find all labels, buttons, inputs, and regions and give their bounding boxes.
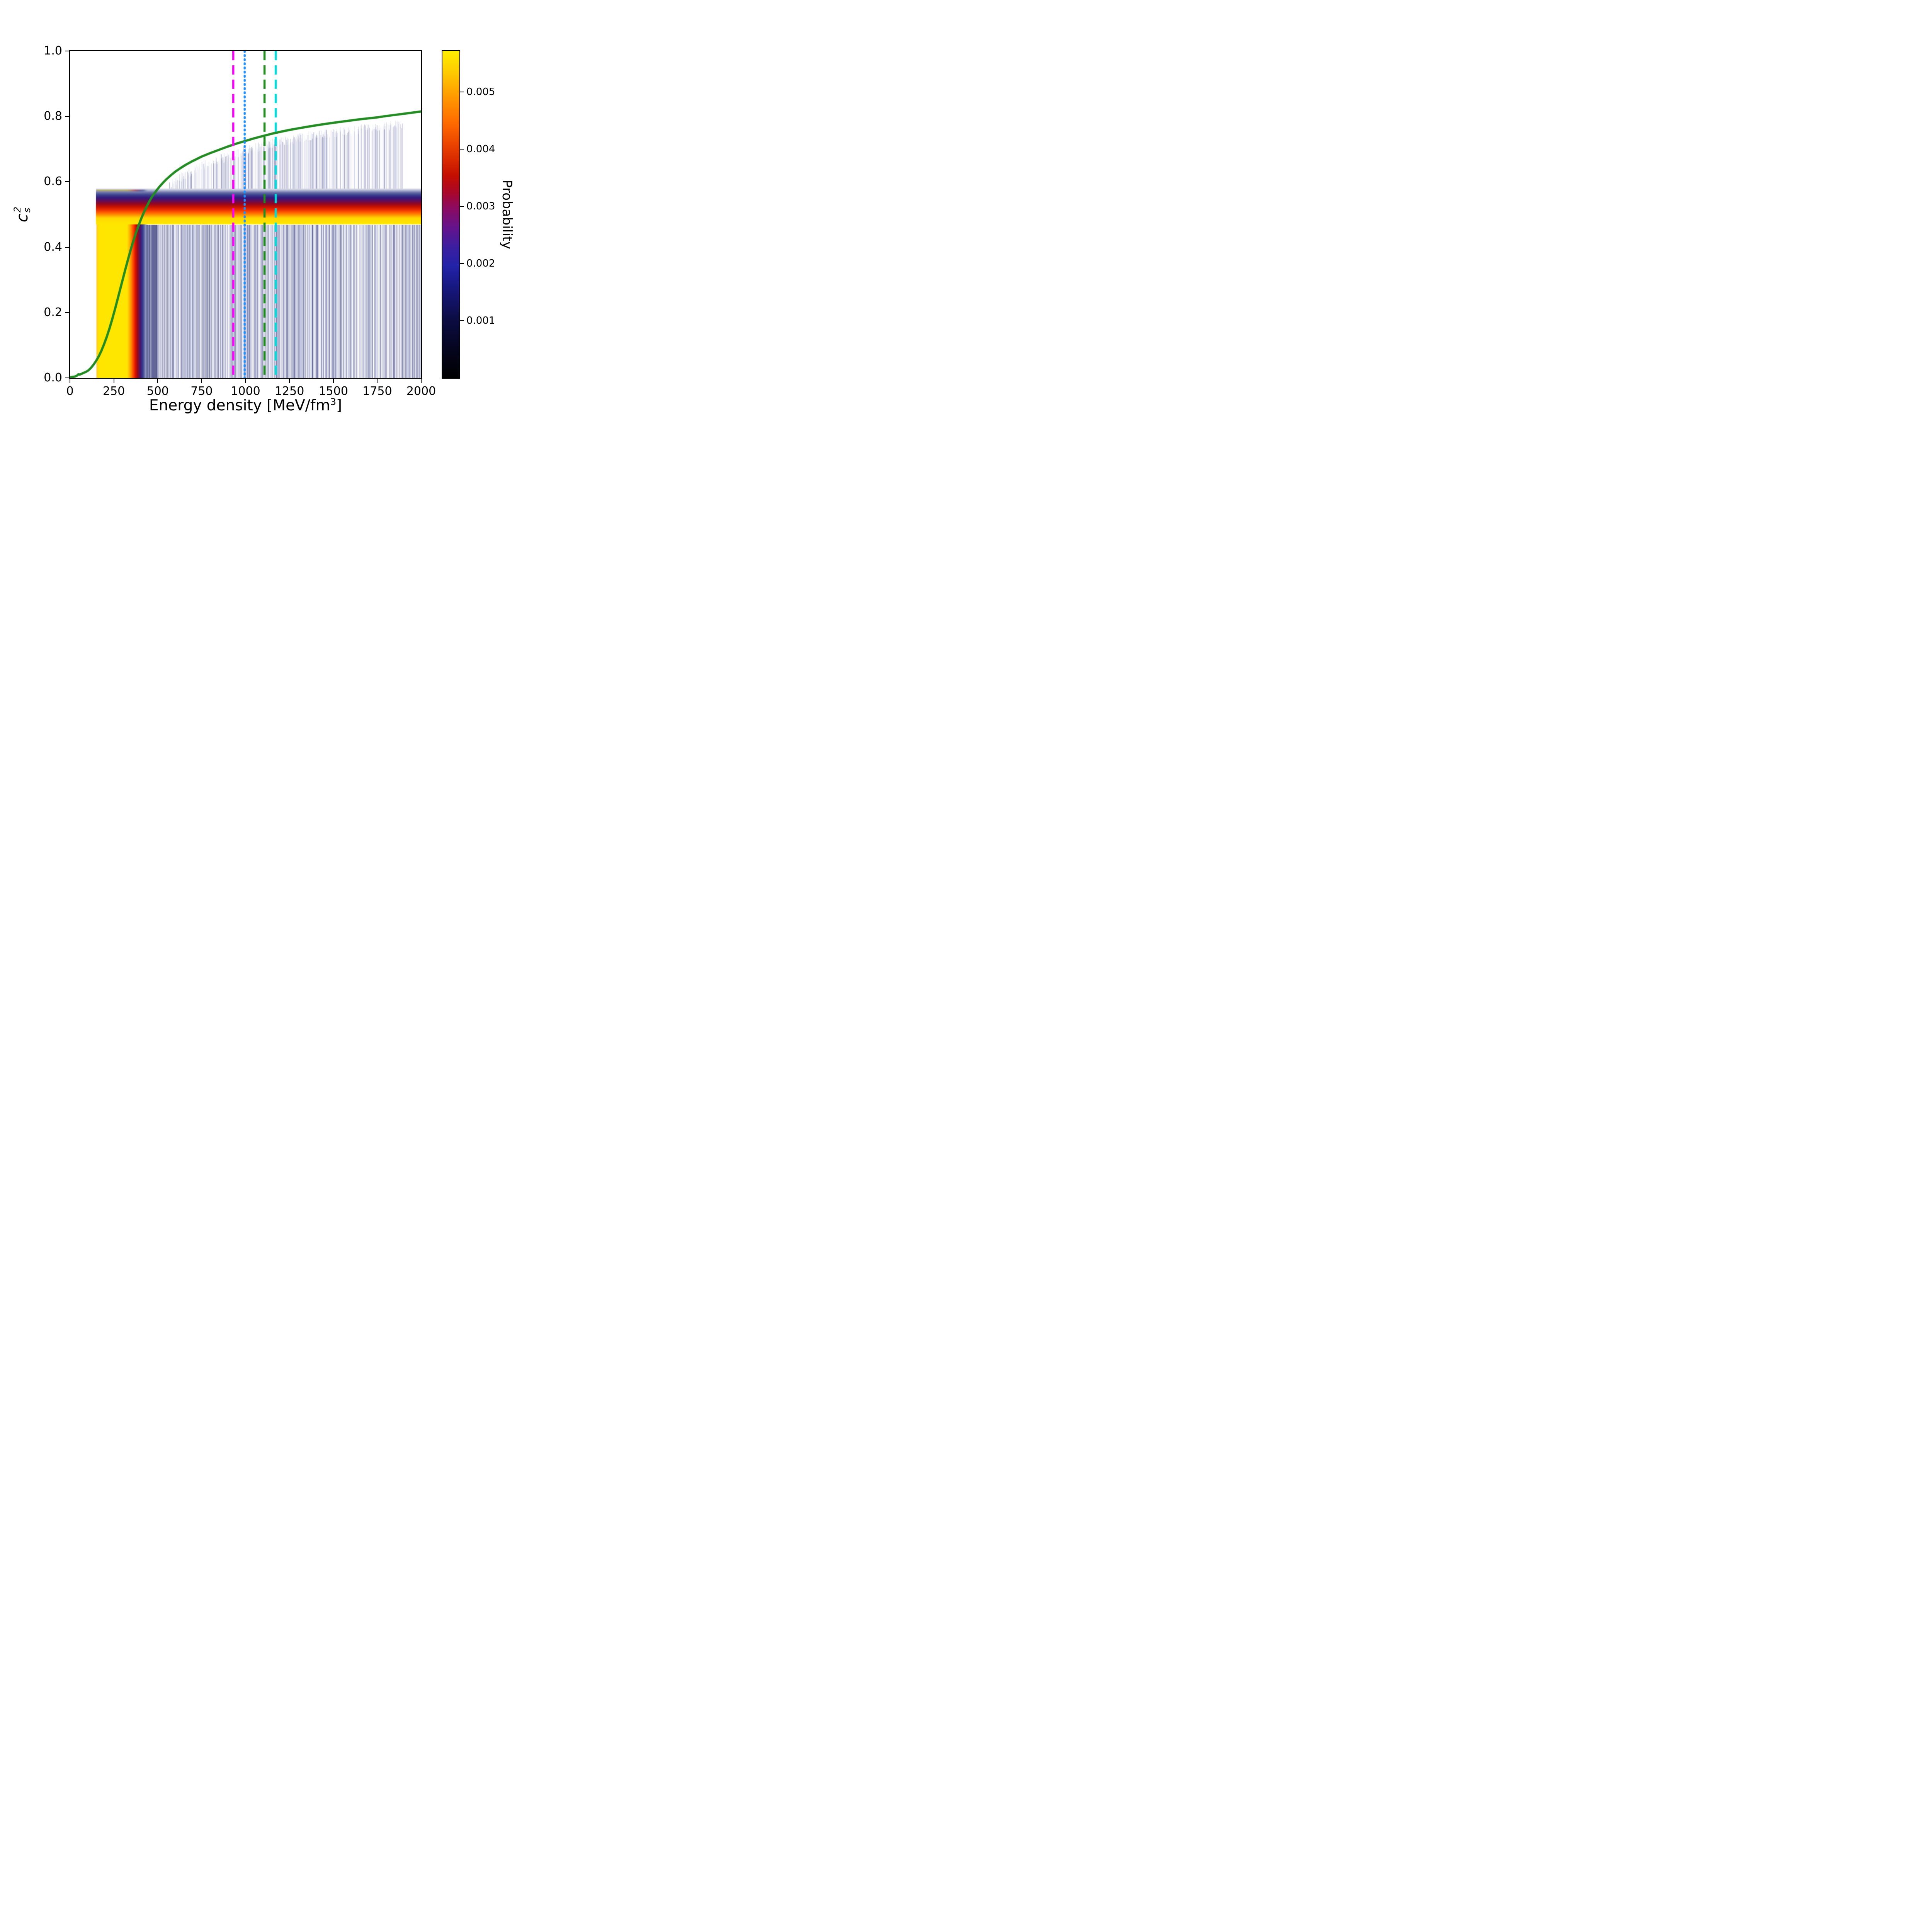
x-tick-label: 500 <box>146 384 169 398</box>
x-tick-label: 1000 <box>231 384 260 398</box>
y-axis-label-base: c <box>14 214 31 223</box>
colorbar-tick-mark <box>460 206 464 207</box>
x-tick-mark <box>420 379 422 383</box>
x-axis-label-text: Energy density [MeV/fm <box>149 397 330 414</box>
x-axis-label-post: ] <box>336 397 342 414</box>
colorbar-label: Probability <box>499 180 515 249</box>
x-tick-label: 0 <box>66 384 74 398</box>
x-tick-label: 1500 <box>318 384 348 398</box>
y-axis-label-sub: s <box>22 207 32 213</box>
y-tick-label: 0.2 <box>44 305 62 319</box>
plot-area <box>70 51 421 378</box>
x-tick-label: 1250 <box>274 384 304 398</box>
x-tick-label: 1750 <box>362 384 392 398</box>
y-axis-label-sup: 2 <box>12 206 23 213</box>
colorbar-tick-label: 0.005 <box>466 86 495 98</box>
x-tick-mark <box>333 379 334 383</box>
x-tick-label: 250 <box>102 384 125 398</box>
x-tick-mark <box>157 379 158 383</box>
x-axis-label-sup: 3 <box>330 396 336 407</box>
figure: 0 250 500 750 1000 1250 1500 1750 2000 0.0 0.2 0.4… <box>0 0 556 417</box>
y-tick-mark <box>65 247 69 248</box>
heatmap-canvas <box>70 51 421 378</box>
y-tick-mark <box>65 312 69 313</box>
colorbar-frame <box>442 50 460 379</box>
y-tick-label: 1.0 <box>44 44 62 58</box>
colorbar-tick-label: 0.004 <box>466 143 495 155</box>
y-tick-mark <box>65 181 69 182</box>
colorbar-tick-mark <box>460 320 464 321</box>
x-tick-mark <box>245 379 246 383</box>
colorbar-tick-label: 0.003 <box>466 200 495 212</box>
x-tick-label: 750 <box>190 384 213 398</box>
colorbar-tick-label: 0.001 <box>466 315 495 327</box>
colorbar-tick-label: 0.002 <box>466 257 495 269</box>
x-axis-label: Energy density [MeV/fm3] <box>129 396 362 414</box>
colorbar-gradient <box>442 51 459 378</box>
y-tick-label: 0.8 <box>44 109 62 123</box>
colorbar-tick-mark <box>460 148 464 150</box>
x-tick-mark <box>201 379 202 383</box>
colorbar-tick-mark <box>460 263 464 264</box>
y-tick-label: 0.6 <box>44 175 62 189</box>
y-tick-label: 0.0 <box>44 371 62 384</box>
x-tick-mark <box>289 379 290 383</box>
x-tick-label: 2000 <box>406 384 436 398</box>
y-tick-mark <box>65 116 69 117</box>
x-tick-mark <box>377 379 378 383</box>
y-tick-label: 0.4 <box>44 240 62 254</box>
